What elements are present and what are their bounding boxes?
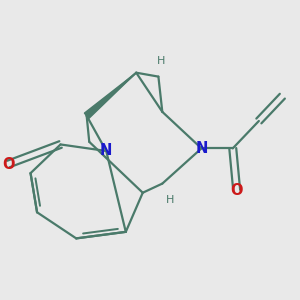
Text: N: N	[195, 141, 208, 156]
Text: O: O	[2, 157, 15, 172]
Text: H: H	[157, 56, 165, 66]
Polygon shape	[84, 73, 136, 118]
Text: O: O	[230, 183, 243, 198]
Text: N: N	[100, 143, 112, 158]
Text: H: H	[166, 196, 174, 206]
